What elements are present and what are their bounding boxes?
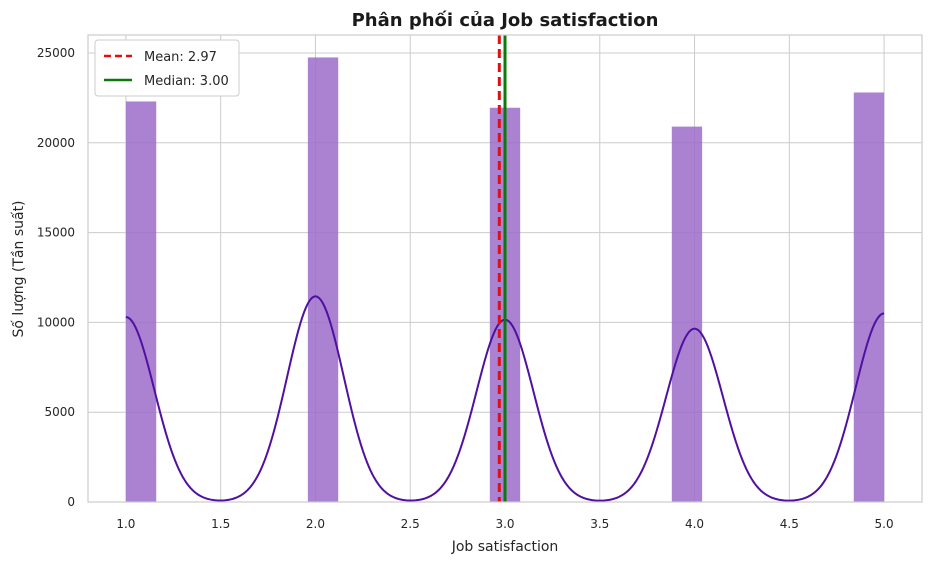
x-tick-label-8: 5.0 (875, 517, 894, 531)
histogram-bar-3 (671, 126, 703, 502)
histogram-bar-4 (853, 92, 885, 502)
legend-median-label: Median: 3.00 (144, 74, 229, 89)
histogram-bar-1 (307, 57, 339, 502)
plot-frame (87, 34, 923, 503)
legend-box (94, 39, 240, 97)
histogram-bar-0 (125, 101, 157, 502)
legend: Mean: 2.97 Median: 3.00 (94, 39, 240, 97)
x-tick-label-0: 1.0 (116, 517, 135, 531)
x-tick-label-6: 4.0 (685, 517, 704, 531)
y-tick-label-4: 20000 (37, 136, 75, 150)
y-axis-label: Số lượng (Tần suất) (10, 200, 27, 337)
x-tick-label-1: 1.5 (211, 517, 230, 531)
x-tick-label-2: 2.0 (306, 517, 325, 531)
x-tick-label-5: 3.5 (590, 517, 609, 531)
y-tick-label-0: 0 (67, 495, 75, 509)
x-tick-label-3: 2.5 (401, 517, 420, 531)
x-axis-label: Job satisfaction (451, 539, 559, 555)
x-tick-label-4: 3.0 (495, 517, 514, 531)
y-tick-label-3: 15000 (37, 226, 75, 240)
y-tick-label-1: 5000 (44, 405, 75, 419)
y-tick-label-2: 10000 (37, 315, 75, 329)
legend-mean-label: Mean: 2.97 (144, 50, 217, 65)
y-tick-label-5: 25000 (37, 46, 75, 60)
x-tick-label-7: 4.5 (780, 517, 799, 531)
chart-title: Phân phối của Job satisfaction (352, 10, 659, 31)
